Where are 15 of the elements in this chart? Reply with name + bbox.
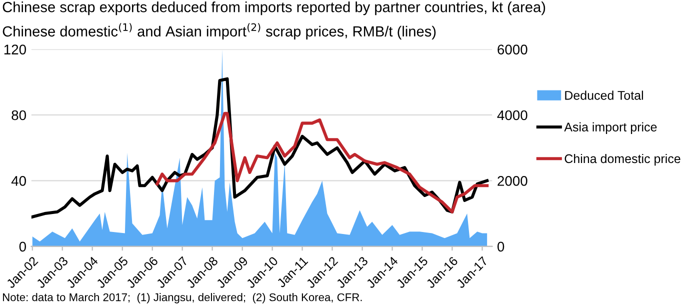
y-tick-label: 120 bbox=[4, 44, 26, 54]
chart-title: Chinese scrap exports deduced from imports reported by partner countries, kt (area) bbox=[2, 2, 546, 16]
y2-tick-label: 2000 bbox=[498, 176, 528, 186]
legend-label: Asia import price bbox=[564, 122, 657, 134]
legend-label: China domestic price bbox=[564, 154, 680, 166]
y2-tick-label: 0 bbox=[497, 242, 504, 252]
text: Note: data to March 2017; (1) Jiangsu, delivered; (2) South Korea, CFR. bbox=[3, 293, 362, 304]
y-tick-label: 80 bbox=[12, 110, 26, 120]
line-series bbox=[156, 112, 489, 214]
y-tick-label: 0 bbox=[19, 242, 26, 252]
y2-tick-label: 4000 bbox=[497, 110, 528, 120]
legend-label: Deduced Total bbox=[565, 90, 643, 100]
y2-tick-label: 6000 bbox=[498, 44, 528, 54]
y-tick-label: 40 bbox=[11, 176, 26, 186]
chart-subtitle: Chinese domestic$^{(1)}$ and Asian import$^{(2)}$ scrap prices, RMB/t (lines) bbox=[2, 23, 436, 40]
